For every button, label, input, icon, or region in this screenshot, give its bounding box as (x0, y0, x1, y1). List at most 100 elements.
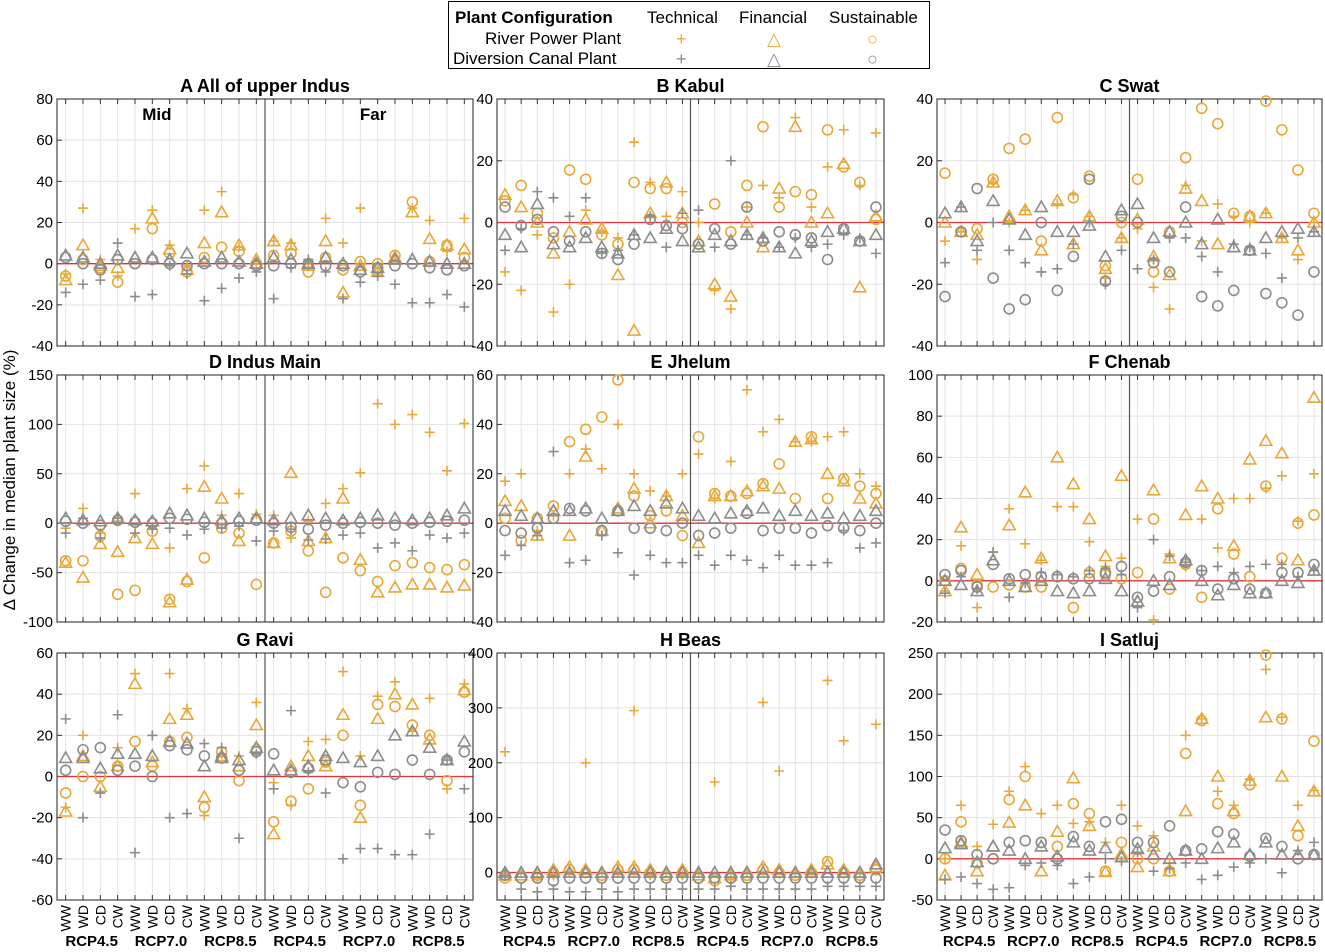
river-sustainable-point (692, 430, 705, 443)
rcp-label: RCP7.0 (567, 933, 620, 950)
plot-frame (496, 374, 885, 623)
rcp-label: RCP7.0 (1007, 933, 1060, 950)
canal-technical-point (268, 783, 279, 794)
canal-sustainable-point (971, 848, 983, 861)
river-technical-point (1212, 542, 1223, 553)
canal-financial-point (422, 740, 438, 753)
canal-financial-point (1258, 230, 1274, 244)
river-financial-point (707, 488, 723, 502)
canal-sustainable-point (1019, 834, 1032, 847)
river-financial-point (1162, 550, 1177, 564)
canal-financial-point (1098, 840, 1113, 854)
panel-c-swat: -40 -20 0 20 40 C Swat (911, 76, 1323, 355)
river-financial-point (231, 533, 247, 547)
canal-financial-point (370, 748, 386, 762)
river-sustainable-point (1211, 502, 1224, 515)
x-tick-label: CW (739, 904, 755, 928)
river-sustainable-point (676, 529, 689, 542)
river-financial-point (852, 490, 868, 504)
canal-technical-point (390, 279, 400, 290)
plot-frame (56, 374, 474, 623)
river-sustainable-point (406, 556, 419, 569)
y-tick-label: 400 (468, 645, 493, 662)
river-financial-point (820, 466, 835, 480)
rcp-label: RCP7.0 (135, 933, 188, 950)
canal-technical-point (1004, 592, 1015, 603)
canal-financial-point (1049, 224, 1065, 238)
river-financial-point (1017, 484, 1033, 498)
canal-sustainable-point (181, 743, 193, 756)
canal-financial-point (1162, 577, 1177, 591)
x-tick-label: CD (787, 905, 803, 925)
canal-technical-point (612, 547, 623, 558)
river-financial-point (214, 490, 230, 504)
river-sustainable-point (1292, 164, 1304, 176)
canal-financial-point (868, 856, 884, 870)
river-technical-point (424, 427, 435, 438)
river-financial-point (1033, 242, 1049, 256)
canal-financial-point (546, 864, 561, 878)
canal-sustainable-point (676, 872, 689, 884)
rcp-label: RCP7.0 (1199, 933, 1252, 950)
canal-sustainable-point (1276, 840, 1288, 853)
canal-technical-point (424, 829, 435, 840)
river-technical-point (1180, 730, 1191, 741)
canal-technical-point (1260, 853, 1271, 864)
x-tick-label: CD (723, 905, 739, 925)
river-financial-point (387, 579, 403, 593)
canal-sustainable-point (837, 222, 850, 235)
canal-financial-point (248, 510, 264, 524)
river-sustainable-point (596, 411, 608, 423)
x-tick-label: CW (318, 904, 334, 928)
river-technical-point (741, 384, 752, 395)
canal-financial-point (1226, 834, 1242, 848)
river-sustainable-point (499, 195, 511, 207)
river-sustainable-point (725, 225, 737, 238)
river-technical-point (1004, 503, 1015, 514)
river-technical-point (78, 503, 88, 514)
river-sustainable-point (1179, 747, 1192, 760)
river-financial-point (283, 237, 299, 251)
river-financial-point (1098, 548, 1113, 562)
river-financial-point (755, 239, 771, 253)
y-tick-label: -40 (31, 338, 53, 355)
river-sustainable-point (337, 551, 349, 564)
canal-technical-point (338, 530, 348, 541)
canal-technical-point (580, 192, 591, 203)
y-tick-label: 40 (476, 91, 493, 108)
x-tick-label: CW (456, 904, 472, 928)
river-technical-point (693, 217, 704, 228)
x-tick-label: CD (1162, 905, 1178, 925)
river-financial-point (1178, 180, 1194, 194)
canal-financial-point (196, 253, 212, 267)
river-sustainable-point (708, 487, 721, 500)
river-technical-point (580, 757, 591, 768)
canal-financial-point (144, 748, 160, 762)
river-technical-point (1036, 808, 1047, 819)
canal-financial-point (1065, 834, 1081, 848)
canal-technical-point (112, 238, 123, 249)
river-financial-point (352, 810, 368, 823)
river-financial-point (1082, 511, 1097, 525)
y-tick-label: 0 (485, 865, 493, 882)
river-technical-point (988, 819, 999, 830)
canal-financial-point (404, 723, 420, 737)
river-sustainable-point (1099, 865, 1112, 877)
rcp-label: RCP8.5 (632, 933, 685, 950)
x-tick-label: WD (836, 905, 852, 928)
canal-sustainable-point (499, 524, 511, 537)
canal-financial-point (626, 498, 642, 512)
river-technical-point (1052, 501, 1063, 512)
river-financial-point (723, 288, 739, 302)
river-financial-point (404, 204, 420, 218)
canal-sustainable-point (215, 257, 228, 270)
river-sustainable-point (1308, 207, 1320, 220)
river-sustainable-point (198, 251, 211, 264)
canal-technical-point (407, 849, 418, 860)
canal-sustainable-point (1211, 583, 1224, 595)
river-financial-point (1178, 507, 1194, 521)
canal-technical-point (303, 534, 314, 545)
canal-sustainable-point (337, 517, 349, 530)
canal-sustainable-point (971, 182, 983, 195)
